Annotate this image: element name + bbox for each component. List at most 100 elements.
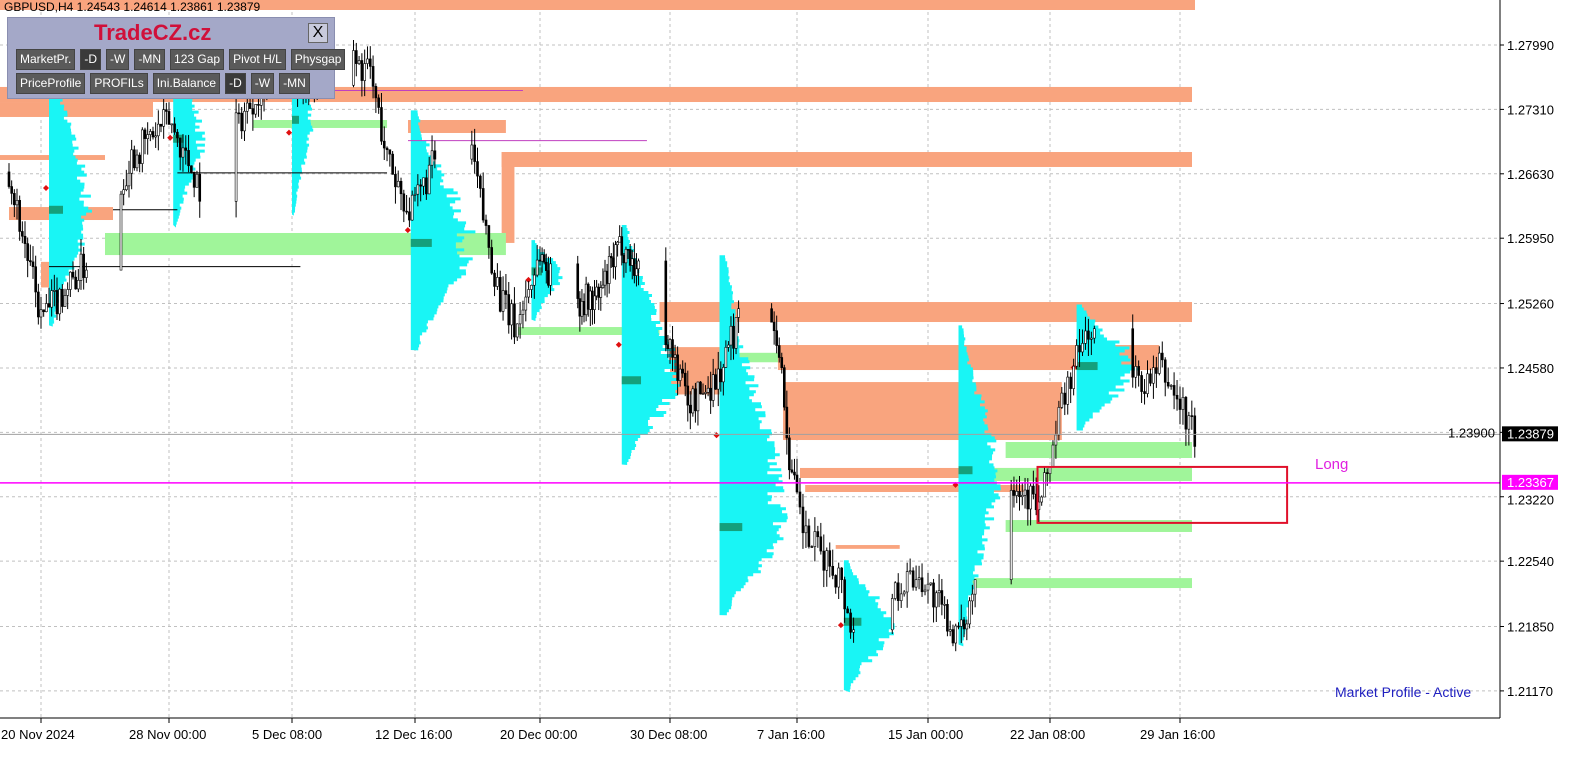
row1-button-123-gap[interactable]: 123 Gap: [170, 49, 225, 70]
candle-body: [170, 123, 174, 126]
candle-body: [1081, 343, 1084, 353]
candle-body: [176, 131, 179, 139]
candle-body: [151, 131, 155, 138]
candle-body: [50, 290, 53, 308]
candle-body: [538, 259, 542, 262]
profile-histogram: [843, 560, 895, 693]
candle-body: [524, 296, 528, 311]
candle-body: [971, 593, 974, 602]
signal-price-label: 1.23367: [1507, 475, 1554, 490]
candle-body: [547, 270, 550, 286]
candle-body: [828, 550, 832, 567]
candle-body: [396, 180, 400, 188]
row2-button--w[interactable]: -W: [250, 73, 275, 94]
candle-body: [637, 260, 640, 270]
candle-body: [39, 309, 43, 318]
candle-body: [1087, 330, 1090, 340]
trade-box: [1036, 465, 1289, 524]
candle-body: [1163, 359, 1167, 383]
row1-button-marketpr-[interactable]: MarketPr.: [16, 49, 76, 70]
row1-button--d[interactable]: -D: [80, 49, 102, 70]
profile-histogram: [1076, 304, 1139, 431]
row1-button-physgap[interactable]: Physgap: [290, 49, 346, 70]
row2-button--mn[interactable]: -MN: [279, 73, 310, 94]
candle-body: [399, 180, 403, 195]
y-tick-label: 1.27310: [1507, 102, 1554, 117]
candle-body: [668, 339, 672, 349]
candle-body: [1075, 345, 1078, 367]
candle-body: [245, 102, 249, 112]
candle-body: [920, 577, 924, 593]
candle-body: [1190, 415, 1194, 417]
candle-body: [729, 325, 733, 346]
close-panel-button[interactable]: X: [308, 23, 328, 43]
candle-body: [816, 531, 820, 538]
candle-body: [1140, 375, 1143, 392]
candle-body: [676, 354, 679, 381]
x-tick-label: 20 Nov 2024: [1, 727, 75, 742]
candle-body: [704, 392, 707, 394]
candle-body: [1066, 376, 1070, 405]
candle-body: [31, 261, 35, 268]
candle-body: [849, 612, 852, 633]
candle-body: [42, 309, 45, 313]
candle-body: [1137, 366, 1140, 376]
candle-body: [940, 590, 944, 605]
candle-body: [470, 144, 474, 160]
candle-body: [430, 150, 434, 166]
row1-button--w[interactable]: -W: [106, 49, 130, 70]
candle-body: [1178, 398, 1182, 410]
candle-body: [696, 381, 700, 412]
demand-zone: [982, 467, 1192, 482]
candle-body: [10, 186, 13, 194]
demand-zone: [515, 327, 660, 335]
row1-button-pivot-h-l[interactable]: Pivot H/L: [229, 49, 286, 70]
candle-body: [391, 153, 394, 175]
candle-body: [549, 263, 552, 286]
candle-body: [385, 147, 389, 151]
candle-body: [1032, 485, 1035, 495]
candle-body: [633, 258, 636, 276]
candle-body: [772, 321, 776, 332]
candle-body: [593, 295, 596, 310]
candle-body: [405, 210, 408, 213]
candle-body: [1169, 385, 1173, 387]
candle-body: [1054, 434, 1058, 446]
row2-button-profils[interactable]: PROFILs: [90, 73, 148, 94]
candle-body: [782, 367, 786, 408]
candle-body: [79, 253, 83, 281]
candle-body: [932, 582, 935, 608]
row2-button-priceprofile[interactable]: PriceProfile: [16, 73, 86, 94]
candle-body: [122, 189, 125, 195]
candle-body: [973, 579, 977, 595]
candle-body: [1149, 373, 1152, 384]
candle-body: [603, 270, 607, 286]
supply-zone: [659, 302, 1192, 323]
candle-body: [527, 289, 530, 298]
demand-zone: [252, 120, 388, 128]
candle-body: [614, 244, 617, 268]
candle-body: [184, 147, 188, 151]
candle-body: [47, 303, 51, 308]
candle-body: [18, 200, 21, 232]
candle-body: [694, 388, 697, 412]
profile-marker-icon: [615, 341, 622, 348]
candle-body: [840, 567, 843, 581]
candle-body: [535, 259, 539, 276]
candle-body: [852, 629, 855, 633]
candle-body: [683, 372, 687, 387]
candle-body: [507, 294, 511, 326]
candle-body: [473, 144, 476, 162]
x-tick-label: 30 Dec 08:00: [630, 727, 707, 742]
candle-body: [135, 154, 139, 169]
candle-body: [834, 575, 838, 588]
candle-body: [691, 388, 695, 414]
row2-button--d[interactable]: -D: [225, 73, 246, 94]
candle-body: [580, 301, 584, 317]
candle-body: [666, 344, 670, 349]
row1-button--mn[interactable]: -MN: [134, 49, 166, 70]
row2-button-ini-balance[interactable]: Ini.Balance: [152, 73, 221, 94]
candle-body: [935, 592, 938, 608]
market-profile: [837, 560, 895, 693]
